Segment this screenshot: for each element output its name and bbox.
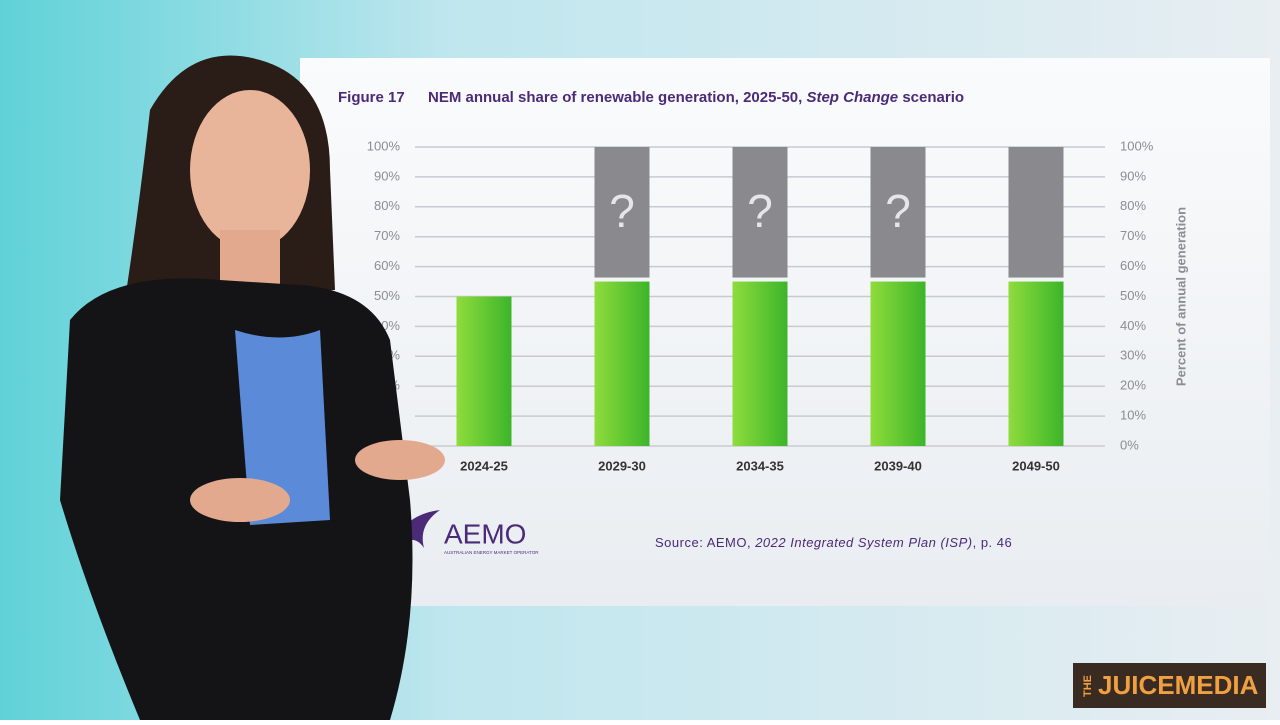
y2-tick-label: 0%: [1120, 437, 1139, 452]
bar: [456, 296, 512, 446]
y2-tick-label: 40%: [1120, 318, 1146, 333]
x-tick-label: 2049-50: [1012, 458, 1060, 473]
bar: [870, 281, 926, 446]
y2-tick-label: 10%: [1120, 408, 1146, 423]
logo-name: AEMO: [444, 518, 526, 549]
annotation: ?: [747, 185, 773, 237]
y2-tick-label: 100%: [1120, 138, 1154, 153]
bar: [594, 147, 650, 278]
y2-tick-label: 20%: [1120, 378, 1146, 393]
y2-tick-label: 60%: [1120, 258, 1146, 273]
source-note: Source: AEMO, 2022 Integrated System Pla…: [655, 535, 1012, 550]
watermark-name: JUICEMEDIA: [1098, 670, 1259, 700]
bar: [1008, 281, 1064, 446]
figure-label: Figure 17: [338, 89, 405, 106]
watermark-box: [1073, 663, 1266, 708]
y-tick-label: 90%: [374, 168, 400, 183]
bar: [1008, 147, 1064, 278]
y2-tick-label: 70%: [1120, 228, 1146, 243]
bar: [594, 281, 650, 446]
y-tick-label: 100%: [367, 138, 401, 153]
x-tick-label: 2039-40: [874, 458, 922, 473]
y-tick-label: 70%: [374, 228, 400, 243]
x-tick-label: 2034-35: [736, 458, 784, 473]
presenter: [60, 55, 445, 720]
y-tick-label: 80%: [374, 198, 400, 213]
bar: [870, 147, 926, 278]
x-tick-label: 2024-25: [460, 458, 508, 473]
watermark-prefix: THE: [1082, 675, 1094, 697]
annotation: ?: [885, 185, 911, 237]
bar: [732, 147, 788, 278]
chart-title: NEM annual share of renewable generation…: [428, 89, 964, 106]
y-tick-label: 60%: [374, 258, 400, 273]
annotation: ?: [609, 185, 635, 237]
y2-tick-label: 30%: [1120, 348, 1146, 363]
bar: [732, 281, 788, 446]
y2-tick-label: 80%: [1120, 198, 1146, 213]
y2-axis-label: Percent of annual generation: [1173, 207, 1188, 386]
logo-tagline: AUSTRALIAN ENERGY MARKET OPERATOR: [444, 550, 539, 555]
y-tick-label: 50%: [374, 288, 400, 303]
x-tick-label: 2029-30: [598, 458, 646, 473]
y2-tick-label: 90%: [1120, 168, 1146, 183]
y2-tick-label: 50%: [1120, 288, 1146, 303]
